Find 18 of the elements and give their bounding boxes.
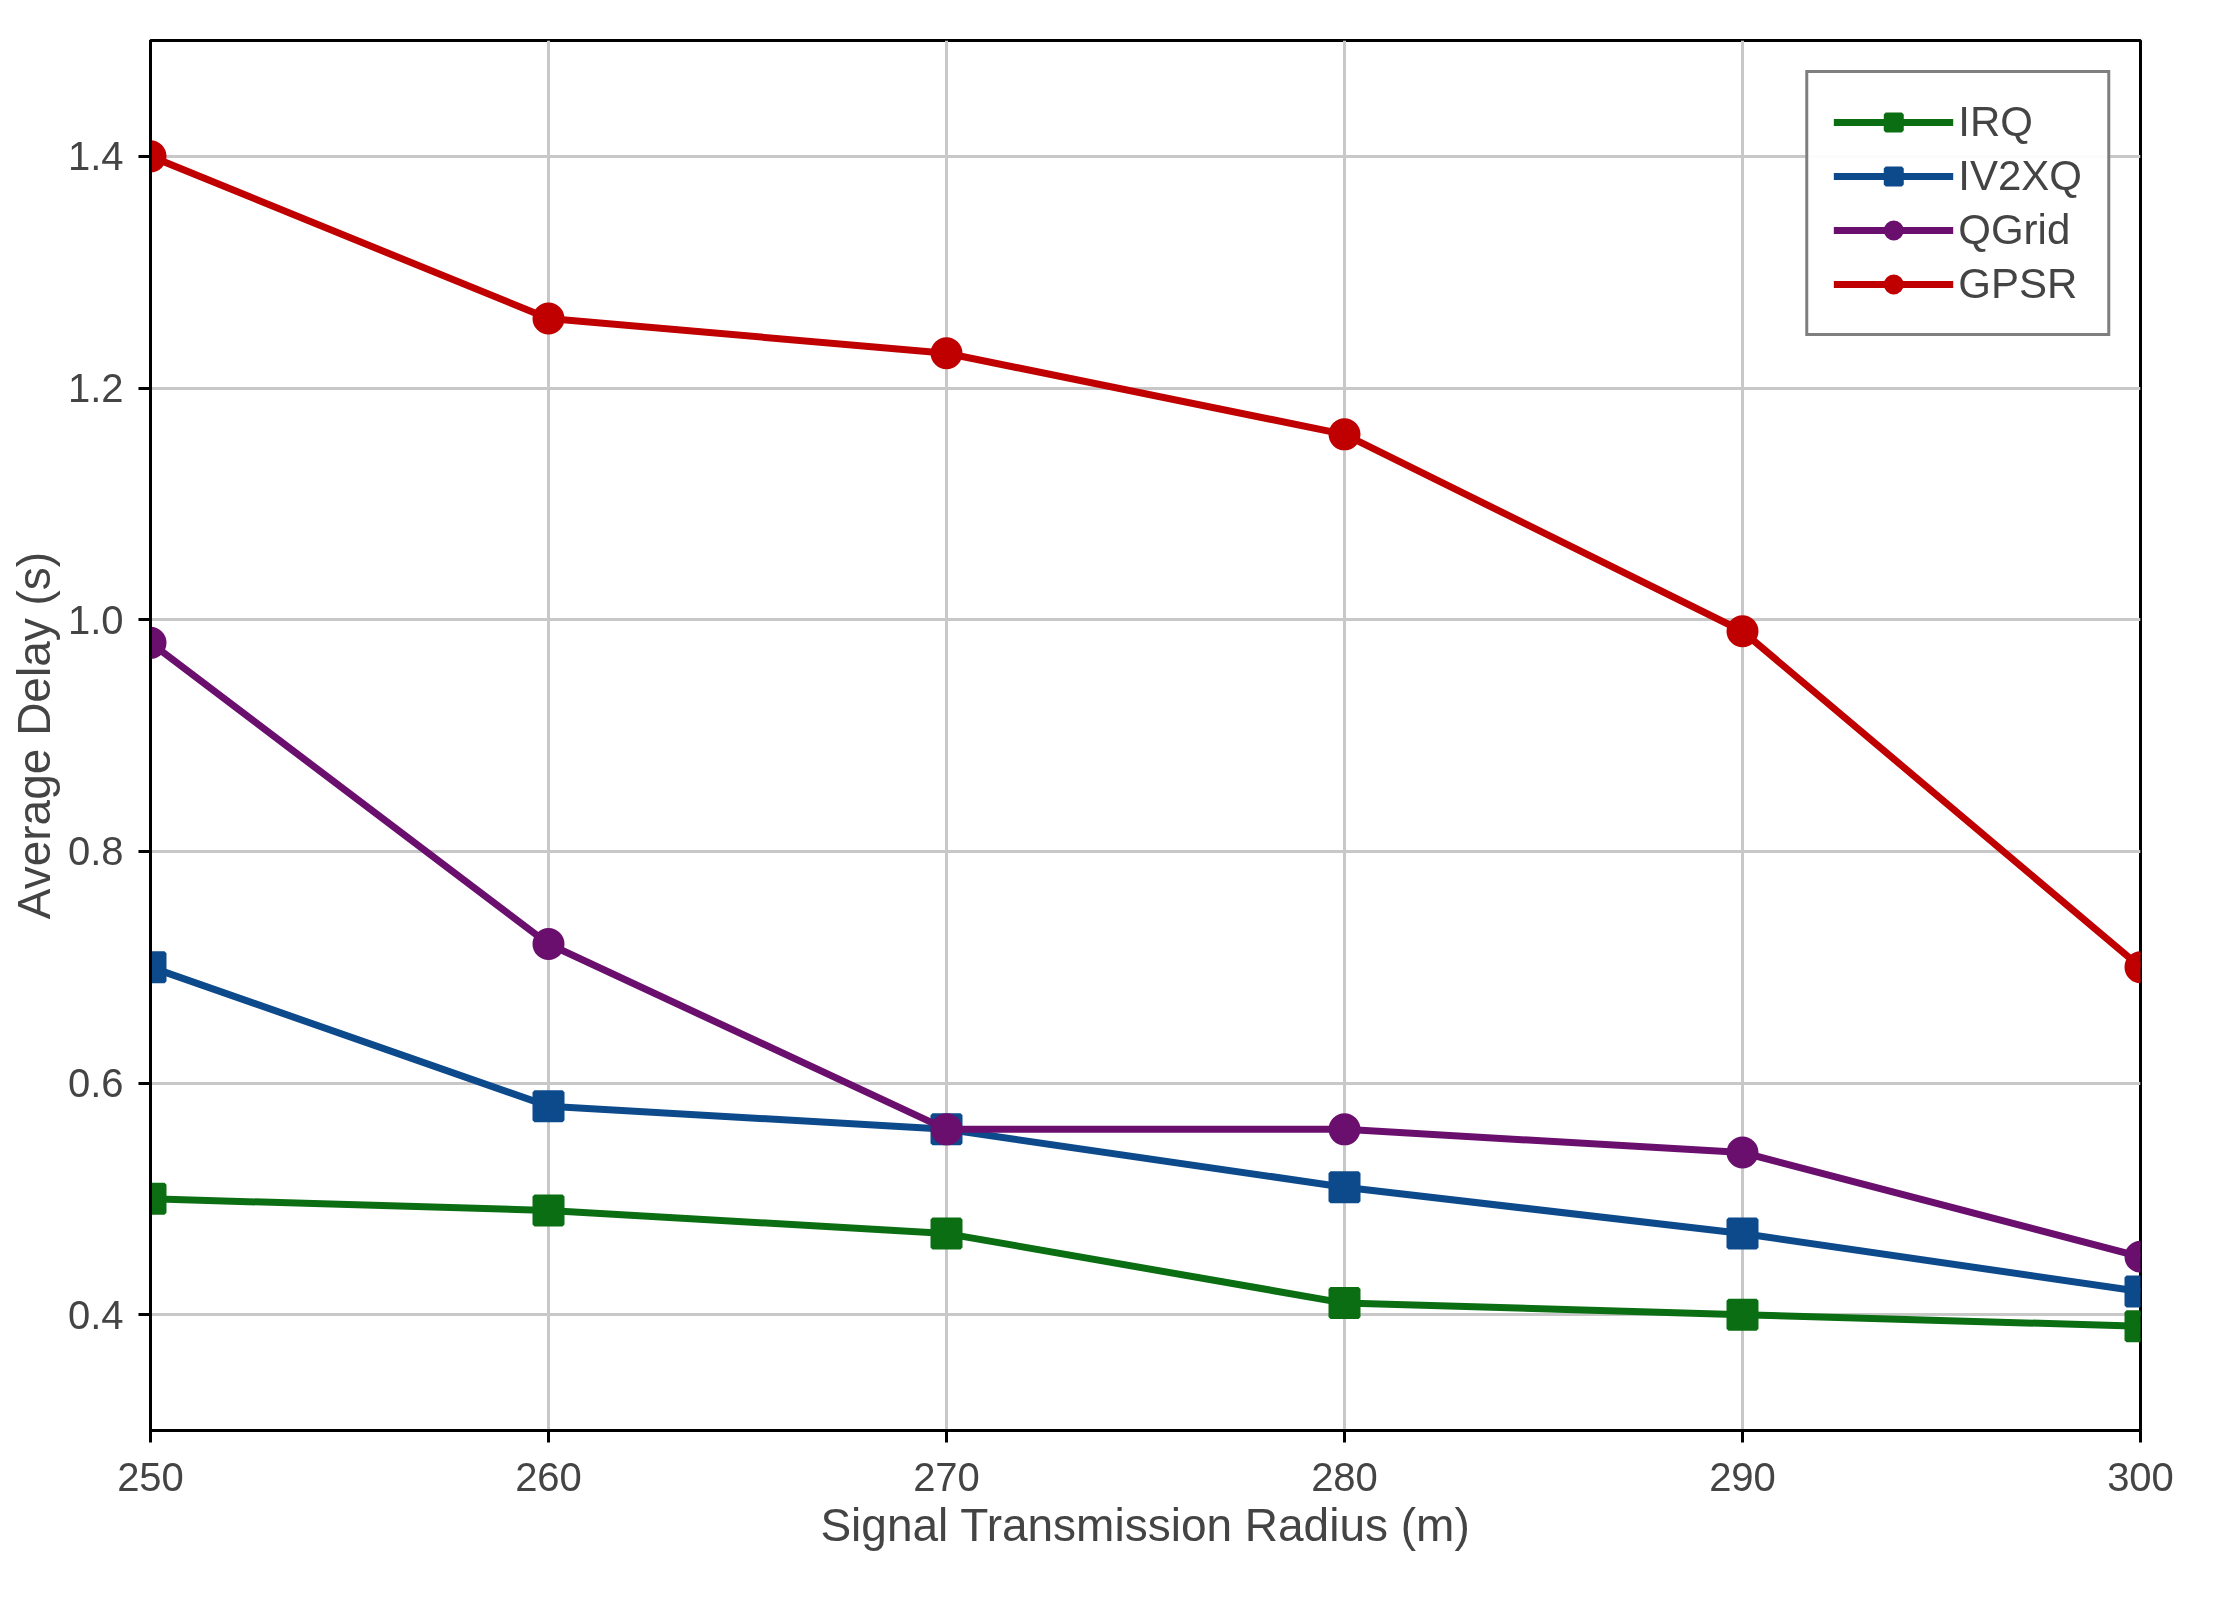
x-tick-label: 290 [1709, 1454, 1776, 1499]
legend-label: QGrid [1958, 206, 2071, 254]
y-tick-label: 0.4 [67, 1292, 124, 1337]
y-tick-label: 1.2 [67, 366, 124, 410]
x-tick-label: 270 [913, 1454, 980, 1499]
x-tick-label: 300 [2107, 1454, 2174, 1499]
legend-label: IRQ [1958, 98, 2033, 146]
legend-label: IV2XQ [1958, 152, 2082, 200]
y-tick-label: 1.4 [67, 134, 124, 179]
x-tick-label: 250 [117, 1454, 184, 1499]
y-tick-label: 0.6 [67, 1061, 124, 1105]
y-axis-title: Average Delay (s) [7, 551, 60, 920]
x-tick-label: 260 [515, 1454, 582, 1499]
legend-label: GPSR [1958, 260, 2078, 308]
y-tick-label: 1.0 [67, 597, 124, 642]
x-axis-title: Signal Transmission Radius (m) [820, 1498, 1470, 1551]
y-tick-label: 0.8 [67, 829, 124, 874]
x-tick-label: 280 [1311, 1454, 1378, 1499]
